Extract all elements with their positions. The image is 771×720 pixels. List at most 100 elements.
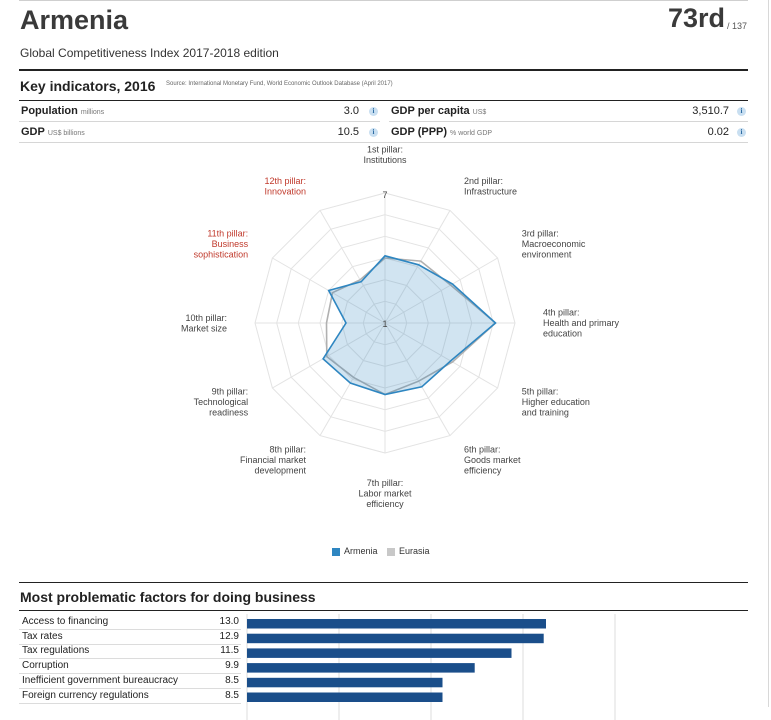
radar-pillar-label-line: readiness [209, 408, 249, 418]
radar-pillar-label: 12th pillar: Innovation [264, 176, 306, 197]
radar-pillar-label: 3rd pillar: Macroeconomic environment [522, 229, 586, 260]
radar-pillar-label: 10th pillar: Market size [181, 313, 227, 334]
radar-spoke [384, 210, 451, 324]
info-icon[interactable]: i [737, 107, 746, 116]
key-indicators-source: Source: International Monetary Fund, Wor… [166, 81, 393, 87]
rank-value: 73rd [668, 3, 726, 33]
problematic-factor-label: Tax rates [22, 630, 63, 642]
rank-total: / 137 [727, 21, 748, 31]
radar-pillar-label-line: Health and primary [543, 318, 620, 328]
radar-pillar-label-line: Higher education [522, 397, 590, 407]
radar-pillar-label-line: 4th pillar: [543, 308, 580, 318]
problematic-factors-bar-chart [246, 614, 616, 720]
radar-chart: 7 1 1st pillar: Institutions 2nd pillar: Infr… [181, 145, 620, 510]
radar-pillar-label-line: Market size [181, 323, 227, 333]
radar-series-armenia [322, 254, 497, 396]
radar-pillar-label-line: Financial market [240, 455, 307, 465]
problematic-factor-label: Corruption [22, 660, 69, 672]
radar-pillar-label-line: and training [522, 408, 569, 418]
radar-pillar-label: 11th pillar: Business sophistication [194, 229, 249, 260]
radar-spoke [319, 210, 386, 324]
radar-pillar-label-line: efficiency [464, 465, 502, 475]
radar-pillar-label-line: 3rd pillar: [522, 229, 559, 239]
legend-swatch-armenia [332, 548, 340, 556]
radar-labels: 7 1 1st pillar: Institutions 2nd pillar: Infr… [181, 145, 620, 510]
radar-axis-min-label: 1 [382, 319, 387, 329]
radar-pillar-label-line: 9th pillar: [212, 387, 249, 397]
bar-4 [247, 663, 475, 673]
radar-pillar-label-line: 10th pillar: [185, 313, 227, 323]
info-icon[interactable]: i [369, 128, 378, 137]
problematic-rule [19, 610, 748, 611]
radar-pillar-label-line: 2nd pillar: [464, 176, 503, 186]
indicator-gdp-per-capita-label: GDP per capita US$ [391, 105, 487, 117]
problematic-factors-title: Most problematic factors for doing busin… [20, 589, 316, 605]
radar-pillar-label: 2nd pillar: Infrastructure [464, 176, 517, 197]
radar-pillar-label-line: Technological [194, 397, 249, 407]
radar-pillar-label-line: 1st pillar: [367, 145, 403, 155]
indicator-gdp-value: 10.5 [337, 126, 359, 138]
radar-axis-max-label: 7 [382, 190, 387, 200]
radar-pillar-label: 7th pillar: Labor market efficiency [358, 478, 412, 509]
radar-spoke [272, 322, 386, 389]
problematic-factor-value: 8.5 [225, 674, 239, 686]
edition-subtitle: Global Competitiveness Index 2017-2018 e… [20, 46, 279, 60]
problematic-factor-label: Access to financing [22, 616, 109, 627]
right-border [768, 0, 769, 707]
bar-2 [247, 633, 544, 644]
row-divider [19, 142, 748, 143]
info-icon[interactable]: i [737, 128, 746, 137]
radar-pillar-label-line: 11th pillar: [207, 229, 248, 239]
problematic-factor-value: 13.0 [219, 616, 239, 627]
radar-pillar-label-line: 8th pillar: [269, 444, 306, 454]
info-icon[interactable]: i [369, 107, 378, 116]
country-name: Armenia [20, 5, 129, 35]
radar-spoke [384, 322, 451, 436]
bar-1 [247, 619, 546, 629]
problematic-factor-value: 9.9 [225, 660, 239, 672]
indicator-population-value: 3.0 [343, 105, 359, 117]
radar-pillar-label: 1st pillar: Institutions [363, 145, 407, 166]
legend-swatch-eurasia [387, 548, 395, 556]
indicator-gdp-label: GDP US$ billions [21, 126, 85, 138]
row-divider [19, 643, 241, 645]
radar-pillar-label-line: 12th pillar: [264, 176, 306, 186]
legend-label-armenia: Armenia [344, 546, 378, 556]
problematic-factor-label: Inefficient government bureaucracy [22, 674, 179, 686]
row-divider [19, 629, 241, 630]
row-divider [19, 702, 241, 704]
indicator-gdp-per-capita-value: 3,510.7 [692, 105, 729, 117]
radar-pillar-label-line: Labor market [358, 489, 412, 499]
radar-grid [254, 192, 516, 454]
key-indicators-title: Key indicators, 2016 [20, 78, 156, 94]
indicators-top-rule [19, 100, 748, 101]
legend-label-eurasia: Eurasia [399, 546, 430, 556]
indicator-population-label: Population millions [21, 105, 105, 117]
radar-pillar-label: 6th pillar: Goods market efficiency [464, 444, 521, 475]
radar-spoke [384, 322, 498, 389]
radar-spoke [319, 322, 386, 436]
radar-pillar-label: 9th pillar: Technological readiness [194, 387, 249, 418]
problematic-factor-label: Foreign currency regulations [22, 689, 149, 701]
radar-pillar-label: 4th pillar: Health and primary education [543, 308, 620, 339]
row-divider [19, 673, 241, 675]
radar-pillar-label-line: Infrastructure [464, 186, 517, 196]
radar-pillar-label-line: sophistication [194, 250, 249, 260]
problematic-factor-value: 8.5 [225, 689, 239, 701]
indicator-gdp-ppp-value: 0.02 [707, 126, 729, 138]
problematic-factor-value: 11.5 [220, 645, 239, 657]
radar-pillar-label-line: environment [522, 250, 572, 260]
radar-pillar-label-line: Macroeconomic [522, 239, 586, 249]
row-divider [19, 121, 380, 122]
radar-pillar-label-line: Institutions [363, 155, 407, 165]
section-divider [19, 582, 748, 583]
row-divider [19, 687, 241, 689]
radar-pillar-label-line: 7th pillar: [367, 478, 404, 488]
radar-pillar-label-line: Business [212, 239, 249, 249]
radar-pillar-label: 8th pillar: Financial market development [240, 444, 307, 475]
top-rule [19, 0, 748, 1]
bar-6 [247, 692, 443, 702]
radar-pillar-label-line: 6th pillar: [464, 444, 501, 454]
section-divider [19, 69, 748, 71]
radar-spoke [384, 257, 498, 324]
